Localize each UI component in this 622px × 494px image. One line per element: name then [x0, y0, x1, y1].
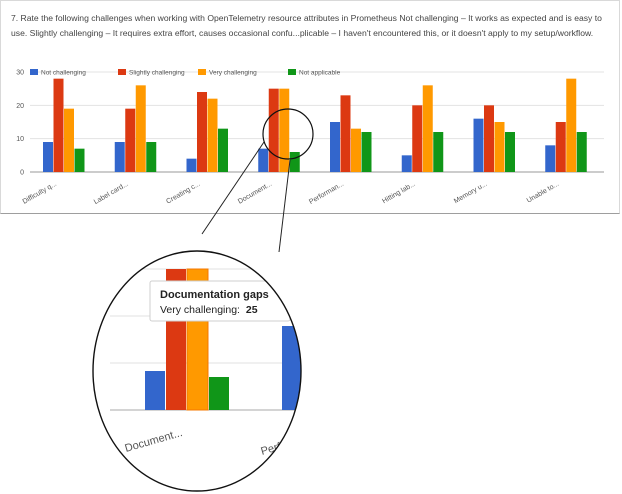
legend-swatch [118, 69, 126, 75]
zoom-bar-not-challenging [145, 371, 165, 410]
bar [433, 132, 444, 172]
bar [114, 142, 125, 172]
tooltip-label: Very challenging: [160, 304, 240, 316]
bar [576, 132, 587, 172]
svg-text:Very challenging: 25: Very challenging: 25 [160, 304, 258, 316]
legend-label: Slightly challenging [129, 70, 185, 77]
bar [361, 132, 372, 172]
bar [207, 98, 218, 172]
bar [484, 105, 494, 172]
bar [279, 88, 290, 172]
bar [289, 152, 300, 172]
bar [330, 122, 340, 172]
y-tick-label: 10 [16, 136, 24, 143]
bar [125, 108, 136, 172]
legend-swatch [288, 69, 296, 75]
bar [566, 78, 577, 172]
bar [258, 148, 269, 172]
bar [197, 92, 207, 172]
legend-swatch [30, 69, 38, 75]
bar [473, 118, 484, 172]
bar [340, 95, 351, 172]
bar [494, 122, 505, 172]
bar [555, 122, 566, 172]
bar [146, 142, 157, 172]
zoom-bar-not-applicable [209, 377, 229, 410]
legend-label: Not applicable [299, 70, 341, 77]
callout-line-right [278, 159, 291, 253]
bar [412, 105, 423, 172]
y-tick-label: 30 [16, 70, 24, 77]
bar [351, 128, 361, 172]
tooltip: Documentation gaps Very challenging: 25 [149, 280, 291, 322]
question-card: 7. Rate the following challenges when wo… [0, 0, 620, 214]
bar [64, 108, 74, 172]
bar [545, 145, 556, 172]
bar [505, 132, 515, 172]
legend-swatch [198, 69, 206, 75]
legend-label: Not challenging [41, 70, 86, 77]
question-text: 7. Rate the following challenges when wo… [11, 13, 602, 38]
bar [218, 128, 228, 172]
bar-chart: 0 10 20 30 Not challenging Slightly challengi… [16, 69, 604, 206]
bar [74, 148, 85, 172]
y-tick-label: 0 [20, 170, 24, 177]
tooltip-title: Documentation gaps [160, 289, 269, 301]
tooltip-value: 25 [246, 304, 258, 316]
legend-label: Very challenging [209, 70, 257, 77]
bar [401, 155, 412, 172]
bar [53, 78, 64, 172]
bar [135, 85, 146, 172]
small-zoom-circle [262, 108, 314, 160]
zoom-circle-border [92, 250, 302, 492]
bar [43, 142, 53, 172]
bar [186, 158, 197, 172]
bar [422, 85, 433, 172]
zoom-bar-next-not-challenging [282, 326, 301, 410]
callout-line-left [201, 141, 265, 235]
y-tick-label: 20 [16, 103, 24, 110]
bar [268, 88, 279, 172]
